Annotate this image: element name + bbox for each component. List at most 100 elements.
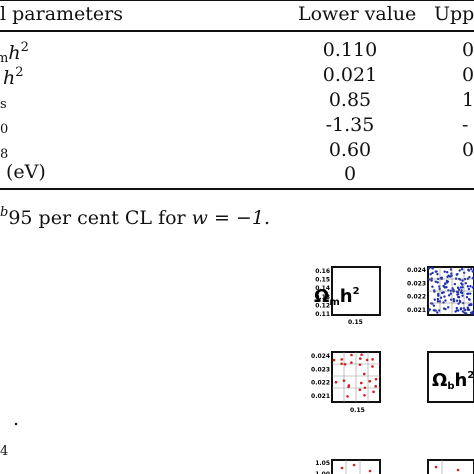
panel-bottom-left: 1.05 1.00 — [315, 459, 381, 474]
row-sigma8-lower: 0.60 — [328, 139, 372, 161]
footnote-marker: b — [0, 205, 9, 220]
red-point — [371, 365, 374, 368]
header-parameters: l parameters — [0, 3, 123, 25]
row-omega-b-lower: 0.021 — [322, 64, 378, 86]
blue-point — [431, 285, 434, 288]
panel-bottom-right — [427, 459, 474, 474]
blue-point — [471, 286, 474, 289]
red-point — [363, 386, 367, 390]
blue-point — [440, 291, 444, 295]
blue-point — [435, 270, 438, 273]
header-lower-value: Lower value — [298, 3, 417, 25]
blue-y-tick: 0.022 — [407, 294, 426, 301]
blue-point — [455, 306, 459, 310]
blue-point — [434, 280, 437, 283]
omega-m-y-tick: 0.14 — [315, 285, 330, 292]
row-w0-upper: - — [462, 114, 469, 136]
blue-point — [431, 267, 434, 270]
red-point — [362, 372, 366, 376]
bottom-y-tick: 1.00 — [315, 471, 330, 474]
blue-point — [433, 298, 436, 301]
blue-point — [468, 303, 471, 307]
blue-point — [468, 275, 471, 279]
blue-point — [456, 290, 460, 294]
red-point — [342, 379, 346, 383]
blue-point — [447, 274, 450, 277]
blue-point — [467, 287, 471, 291]
bottom-y-tick: 1.05 — [315, 460, 330, 467]
red-point — [371, 358, 374, 361]
blue-point — [464, 308, 467, 312]
blue-point — [428, 308, 432, 311]
blue-point — [436, 272, 439, 276]
red-point — [368, 379, 372, 383]
omega-m-y-tick: 0.12 — [315, 302, 330, 309]
table-header-rule — [0, 30, 474, 32]
blue-point — [447, 306, 450, 309]
blue-point — [449, 268, 453, 271]
blue-point — [469, 285, 472, 288]
blue-point — [427, 267, 431, 270]
blue-point — [465, 296, 469, 299]
triangle-plot-figure: Ωmh2 0.160.150.140.130.120.11 0.15 0.024… — [311, 266, 474, 474]
red-y-tick: 0.022 — [311, 380, 330, 387]
blue-point — [434, 309, 437, 312]
red-point — [365, 358, 369, 362]
blue-point — [454, 277, 458, 280]
blue-point — [445, 285, 448, 289]
blue-point — [456, 293, 460, 296]
blue-point — [436, 297, 440, 301]
blue-point — [445, 281, 449, 284]
red-point — [358, 388, 362, 392]
blue-point — [447, 294, 451, 297]
blue-point — [461, 294, 464, 297]
blue-y-tick: 0.023 — [407, 280, 426, 287]
panel-red-scatter: 0.024 0.023 0.022 0.021 0.15 — [311, 351, 381, 414]
red-point — [360, 353, 363, 357]
blue-point — [437, 294, 440, 297]
blue-point — [458, 300, 462, 304]
blue-point — [461, 286, 464, 289]
blue-point — [464, 282, 468, 285]
blue-point — [432, 304, 436, 307]
blue-point — [438, 287, 441, 291]
red-point — [359, 381, 363, 385]
blue-point — [443, 270, 446, 273]
blue-point — [430, 277, 433, 280]
blue-point — [466, 285, 470, 288]
header-upper-value: Upp — [434, 3, 474, 25]
blue-point — [432, 309, 436, 312]
blue-point — [457, 295, 460, 299]
blue-y-tick: 0.021 — [407, 307, 426, 314]
row-ns-upper: 1 — [462, 89, 474, 111]
footnote-text: 95 per cent CL for — [8, 207, 192, 229]
row-omega-b-symbol: h2 — [3, 65, 24, 89]
row-sigma8-upper: 0 — [462, 139, 474, 161]
red-y-tick: 0.024 — [311, 353, 330, 360]
panel-omega-m-label: Ωmh2 0.160.150.140.130.120.11 0.15 — [314, 266, 381, 326]
row-omega-m-upper: 0 — [462, 39, 474, 61]
blue-point — [455, 299, 459, 302]
red-point — [372, 390, 375, 394]
blue-point — [436, 311, 439, 314]
blue-point — [452, 300, 456, 303]
blue-point — [433, 289, 436, 292]
row-omega-m-lower: 0.110 — [322, 39, 378, 61]
blue-point — [449, 292, 453, 295]
omega-m-y-tick: 0.16 — [315, 268, 330, 275]
row-omega-b-upper: 0 — [462, 64, 474, 86]
blue-point — [443, 295, 446, 298]
blue-point — [461, 279, 464, 282]
footnote-math: w = −1. — [191, 207, 270, 229]
blue-point — [469, 292, 472, 295]
blue-point — [443, 282, 447, 286]
blue-point — [451, 287, 454, 290]
blue-point — [471, 270, 474, 273]
fragment-four: 4 — [0, 444, 9, 459]
omega-m-symbol: Ωmh2 — [314, 286, 360, 308]
blue-point — [442, 307, 446, 310]
red-point — [374, 377, 378, 381]
red-point — [332, 358, 336, 362]
row-ns-symbol: s — [0, 97, 7, 112]
omega-m-x-tick: 0.15 — [348, 319, 363, 326]
